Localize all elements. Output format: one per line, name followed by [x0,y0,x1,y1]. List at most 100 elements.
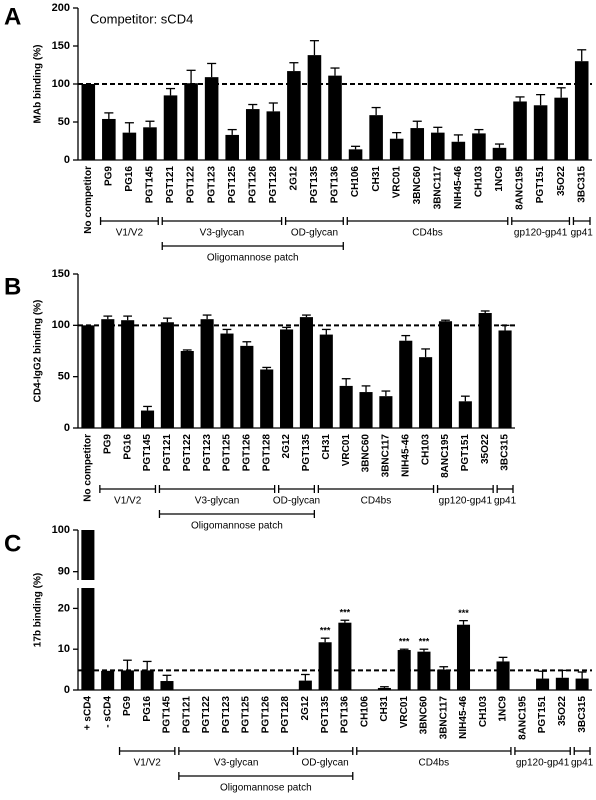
bar [377,687,391,690]
bar [438,321,453,428]
bar [180,351,194,428]
group-bracket-label: OD-glycan [273,496,320,507]
bar [122,132,137,160]
x-tick-label: PGT121 [165,166,176,204]
bar [555,677,569,690]
bar [379,396,393,428]
bar [81,325,95,428]
x-tick-label: PG9 [103,166,114,186]
bar [431,132,445,160]
x-tick-label: 35O22 [557,696,568,726]
x-tick-label: PGT121 [181,696,192,734]
x-tick-label: PGT135 [301,434,312,472]
bar [472,133,486,160]
x-tick-label: 3BC315 [577,696,588,733]
significance-label: *** [419,637,430,647]
x-tick-label: PGT125 [222,434,233,472]
bar [456,624,471,690]
x-tick-label: PGT145 [162,696,173,734]
bar [101,319,115,428]
x-tick-label: NIH45-46 [400,434,411,477]
x-tick-label: PGT121 [162,434,173,472]
bar [319,334,333,428]
significance-label: *** [320,626,331,636]
y-tick-label: 50 [58,371,70,383]
bar [369,115,383,160]
x-tick-label: 1NC9 [498,696,509,722]
bar [397,650,411,690]
x-tick-label: CH106 [359,696,370,728]
bar [298,680,312,690]
x-tick-label: PGT128 [268,166,279,204]
bar [318,642,332,690]
y-tick-label: 0 [64,422,70,434]
y-tick-label: 90 [58,566,70,578]
bar [140,410,155,428]
y-tick-label: 0 [64,684,70,696]
bar [160,681,174,690]
x-tick-label: PGT122 [182,434,193,472]
bar [574,61,589,161]
group-bracket-label: gp120-gp41 [514,228,568,239]
x-tick-label: NIH45-46 [458,696,469,739]
supergroup-bracket-label: Oligomannose patch [191,521,283,532]
x-tick-label: PGT151 [537,696,548,734]
x-tick-label: PG9 [102,434,113,454]
x-tick-label: PGT151 [535,166,546,204]
x-tick-label: PGT135 [320,696,331,734]
x-tick-label: 8ANC195 [515,166,526,210]
bar [513,101,527,160]
y-axis-title: CD4-IgG2 binding (%) [33,300,44,403]
supergroup-bracket-label: Oligomannose patch [207,253,299,264]
x-tick-label: PGT125 [227,166,238,204]
group-bracket-label: gp41 [571,228,594,239]
x-tick-label: 35O22 [556,166,567,196]
x-tick-label: PGT135 [309,166,320,204]
bar [419,357,433,428]
x-tick-label: + sCD4 [83,696,94,731]
x-tick-label: PGT125 [241,696,252,734]
bar [437,669,451,690]
bar [280,329,294,428]
x-tick-label: CH31 [321,434,332,460]
x-tick-label: PGT122 [186,166,197,204]
bar [102,118,116,160]
x-tick-label: - sCD4 [102,696,113,728]
group-bracket-label: V3-glycan [200,228,244,239]
x-tick-label: PG16 [122,434,133,460]
y-tick-label: 20 [58,602,70,614]
x-tick-label: CH103 [420,434,431,466]
x-tick-label: No competitor [83,166,94,234]
group-bracket-label: CD4bs [412,228,443,239]
group-bracket-label: gp120-gp41 [439,496,493,507]
group-bracket-label: gp120-gp41 [516,758,570,769]
bar [121,320,135,428]
bar [220,333,234,428]
group-bracket-label: V3-glycan [214,758,258,769]
x-tick-label: No competitor [83,434,94,502]
group-bracket-label: OD-glycan [291,228,338,239]
group-bracket-label: gp41 [571,758,594,769]
bar [184,83,198,160]
x-tick-label: 3BNC117 [438,696,449,740]
x-tick-label: PG9 [122,696,133,716]
x-tick-label: 3BNC117 [432,166,443,210]
bar [533,105,548,160]
x-tick-label: 3BC315 [500,434,511,471]
group-bracket-label: gp41 [494,496,517,507]
bar [451,141,466,160]
bar [359,392,373,428]
bar-upper [81,530,95,580]
bar [260,369,274,428]
panel-letter: C [4,530,21,557]
x-tick-label: 3BNC60 [361,434,372,473]
bar [498,330,512,428]
bar [575,678,589,690]
bar [204,77,219,160]
bar [160,322,174,428]
supergroup-bracket-label: Oligomannose patch [220,783,312,794]
x-tick-label: PGT123 [221,696,232,734]
x-tick-label: PGT145 [142,434,153,472]
x-tick-label: VRC01 [341,434,352,467]
bar [338,622,352,690]
